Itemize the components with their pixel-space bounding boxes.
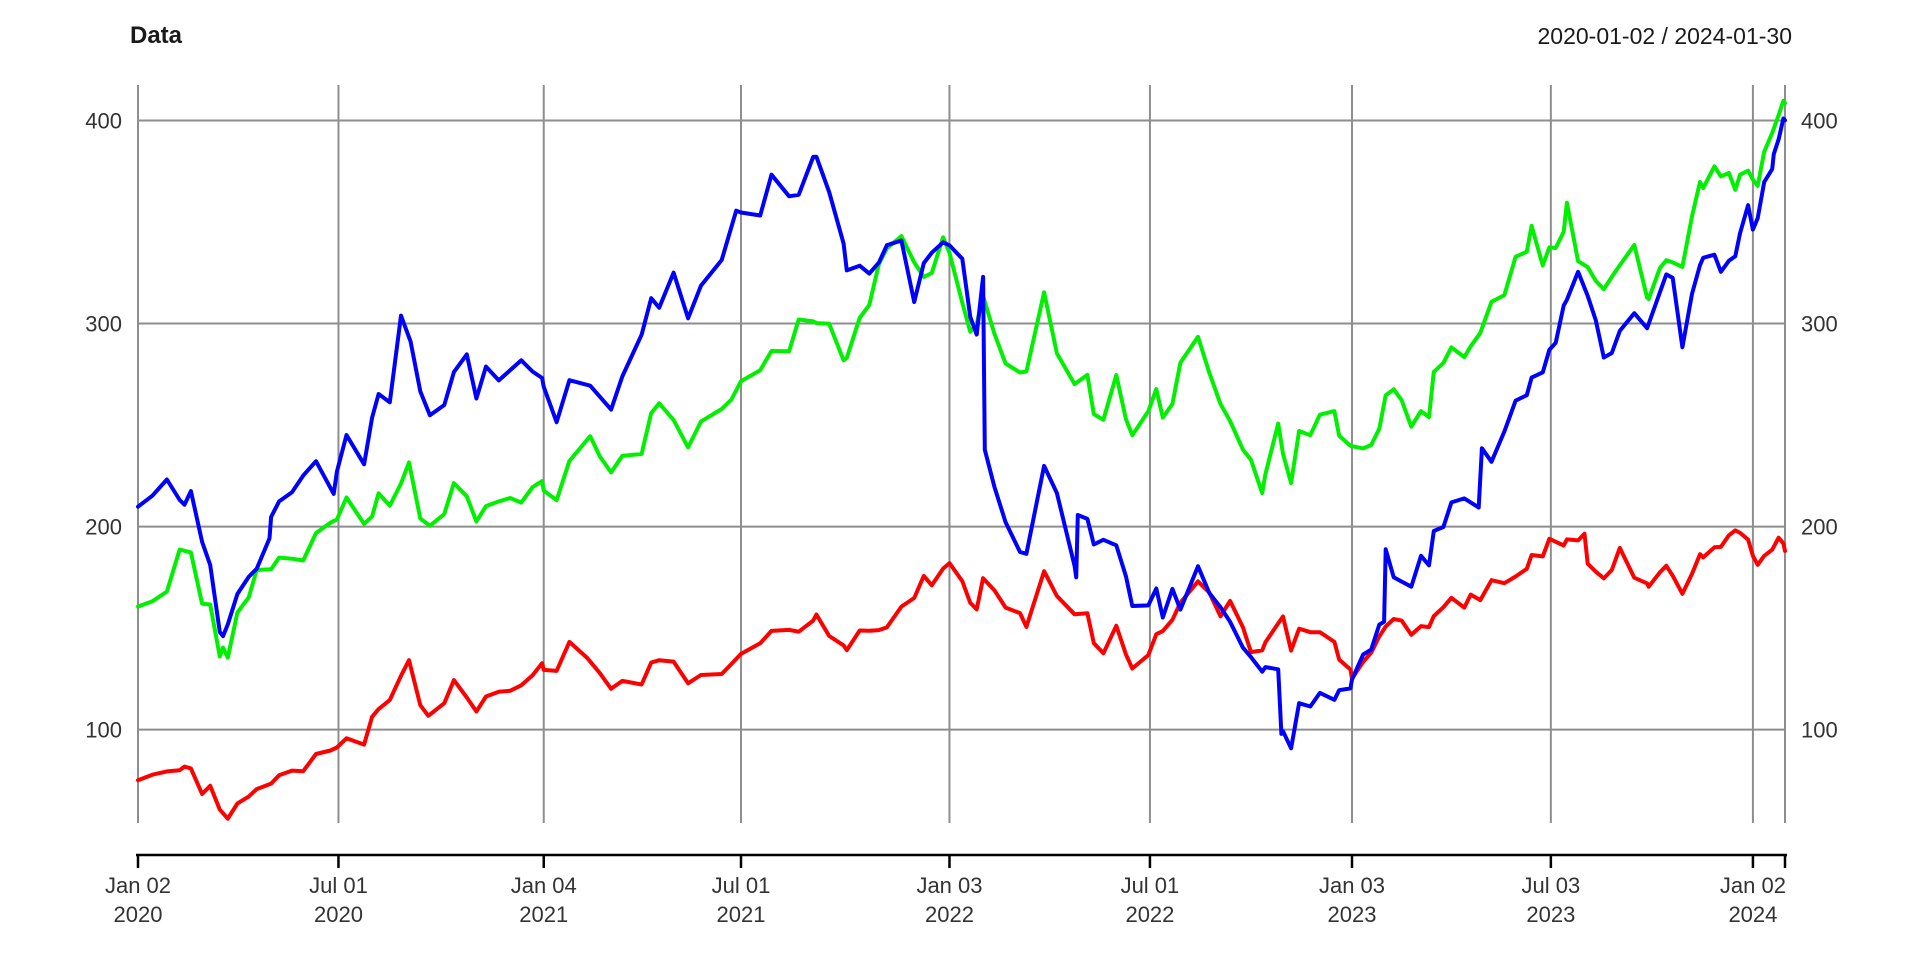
x-axis-label: Jan 04 [511,873,577,898]
x-axis-label-year: 2021 [717,902,766,927]
x-axis-label: Jul 01 [1121,873,1180,898]
red-series-line [136,528,1787,821]
x-axis-label: Jan 02 [105,873,171,898]
x-axis-label-year: 2022 [1125,902,1174,927]
y-axis-label-right: 300 [1801,312,1838,337]
x-axis-label-year: 2023 [1526,902,1575,927]
x-axis-label: Jul 01 [712,873,771,898]
x-axis-label-year: 2021 [519,902,568,927]
x-axis-label-year: 2020 [314,902,363,927]
x-axis-label-year: 2023 [1328,902,1377,927]
x-axis-label: Jul 01 [309,873,368,898]
x-axis-label-year: 2020 [114,902,163,927]
x-axis-label: Jan 02 [1720,873,1786,898]
chart-title: Data [130,22,183,49]
chart-date-range: 2020-01-02 / 2024-01-30 [1537,23,1792,49]
x-axis-label: Jul 03 [1522,873,1581,898]
y-axis-label-left: 200 [85,515,122,540]
green-series-line [136,98,1787,660]
y-axis-label-left: 400 [85,109,122,134]
blue-series-line [136,116,1787,751]
y-axis-label-left: 300 [85,312,122,337]
y-axis-label-right: 400 [1801,109,1838,134]
x-axis-label: Jan 03 [916,873,982,898]
y-axis-label-right: 100 [1801,718,1838,743]
x-axis-label-year: 2022 [925,902,974,927]
x-axis-label-year: 2024 [1728,902,1777,927]
x-axis-label: Jan 03 [1319,873,1385,898]
y-axis-label-left: 100 [85,718,122,743]
y-axis-label-right: 200 [1801,515,1838,540]
